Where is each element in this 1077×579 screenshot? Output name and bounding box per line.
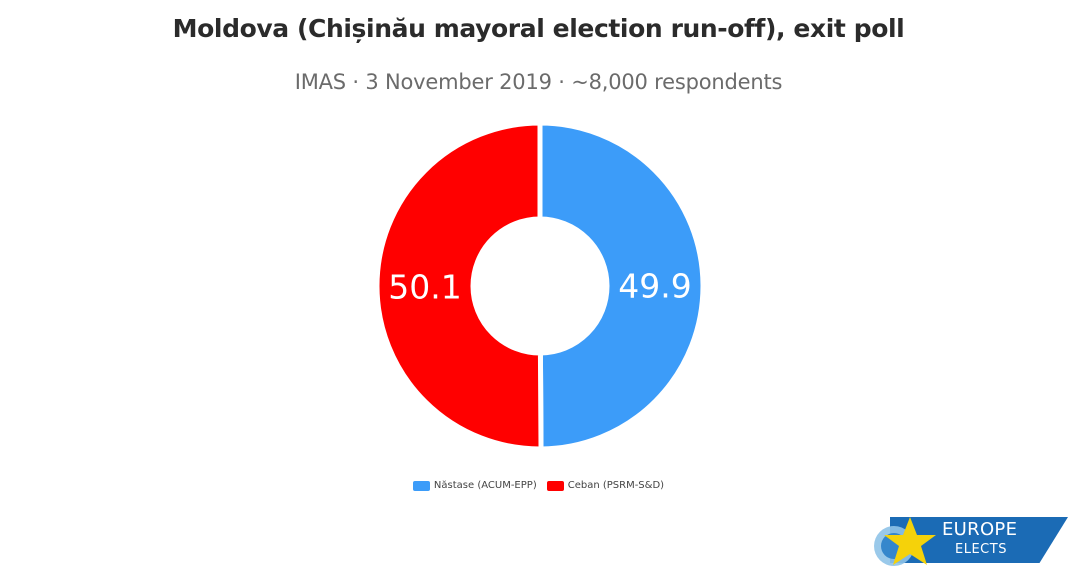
slice-0 — [537, 120, 706, 452]
star-icon — [874, 517, 936, 566]
chart-subtitle: IMAS · 3 November 2019 · ~8,000 responde… — [294, 70, 783, 94]
logo-text-elects: ELECTS — [955, 542, 1007, 557]
chart-title: Moldova (Chișinău mayoral election run-o… — [172, 14, 905, 43]
legend-item-nastase: Năstase (ACUM-EPP) — [412, 480, 537, 491]
chart-legend: Năstase (ACUM-EPP) Ceban (PSRM-S&D) — [0, 480, 1077, 491]
slice-1 — [374, 120, 544, 452]
slice-label-0: 49.9 — [618, 267, 691, 306]
legend-label-ceban: Ceban (PSRM-S&D) — [567, 480, 665, 491]
logo-text-europe: EUROPE — [942, 519, 1018, 540]
legend-label-nastase: Năstase (ACUM-EPP) — [433, 480, 537, 491]
europe-elects-logo: EUROPE ELECTS — [870, 515, 1070, 571]
legend-item-ceban: Ceban (PSRM-S&D) — [546, 480, 665, 491]
legend-swatch-nastase — [412, 480, 430, 491]
legend-swatch-ceban — [546, 480, 564, 491]
slice-label-1: 50.1 — [388, 267, 461, 306]
